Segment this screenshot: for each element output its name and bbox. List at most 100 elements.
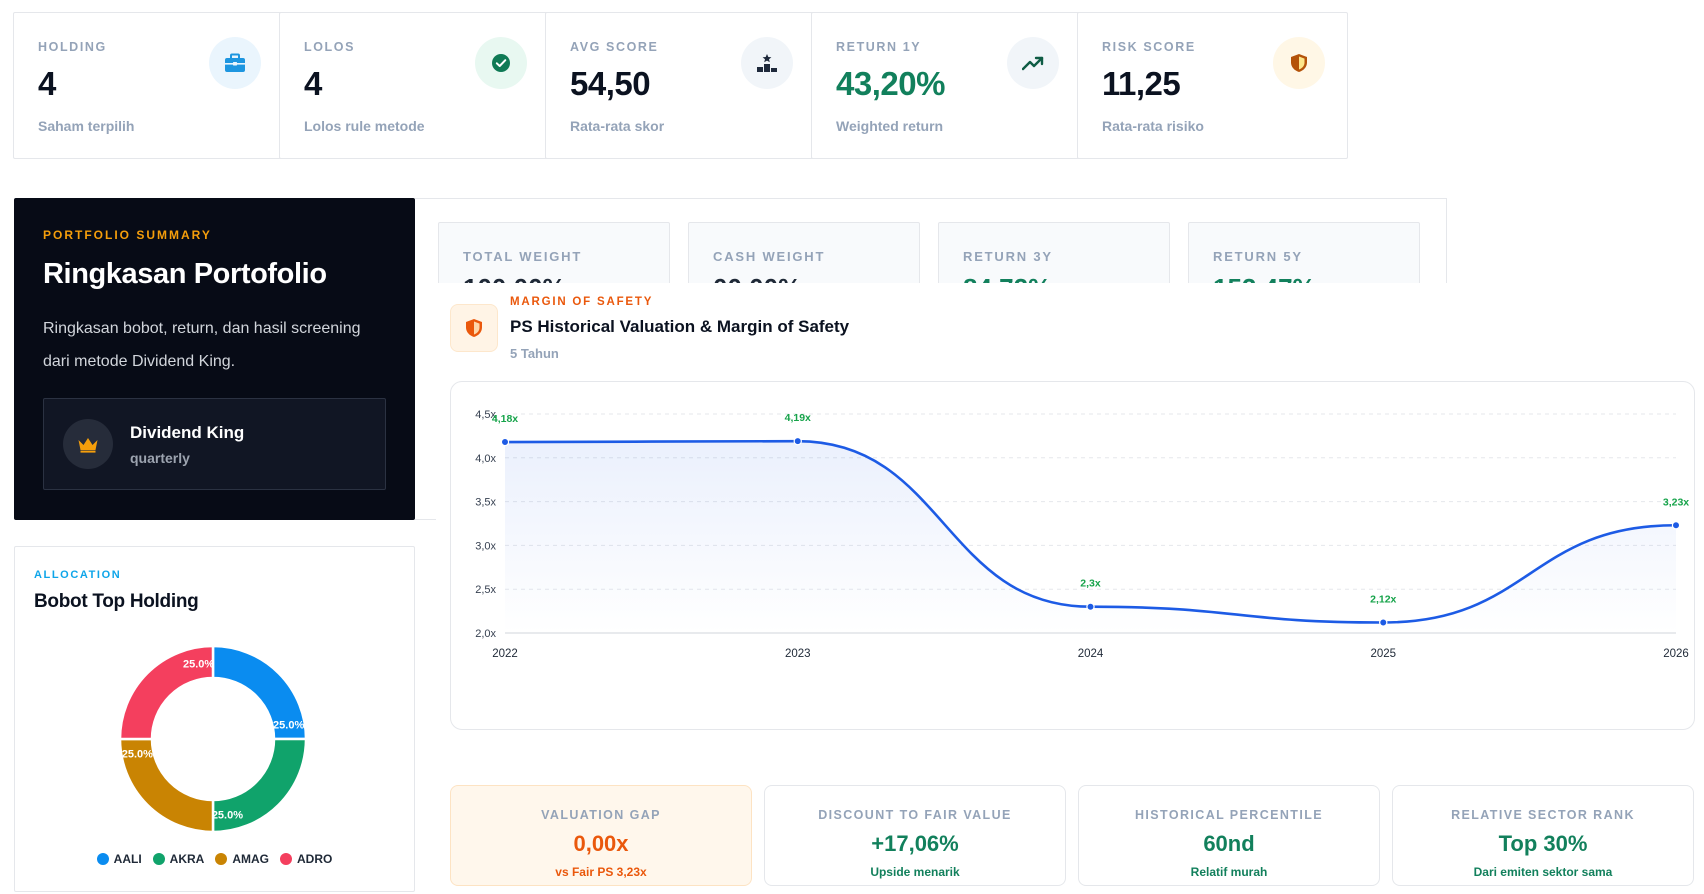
method-badge[interactable]: Dividend King quarterly [43,398,386,490]
legend-item-akra[interactable]: AKRA [152,852,205,866]
kpi-label: AVG SCORE [570,40,659,54]
legend-label: AKRA [169,852,205,866]
metric-label: VALUATION GAP [541,808,661,822]
kpi-value: 4 [304,65,322,102]
legend-swatch [96,853,109,865]
x-tick-label: 2022 [492,648,518,660]
metric-relative-sector-rank: RELATIVE SECTOR RANK Top 30% Dari emiten… [1392,785,1694,886]
briefcase-icon [209,37,261,89]
stat-label: TOTAL WEIGHT [463,249,583,264]
y-tick-label: 3,0x [475,540,496,552]
metric-label: DISCOUNT TO FAIR VALUE [818,808,1012,822]
check-circle-icon [475,37,527,89]
podium-icon [741,37,793,89]
kpi-card-holding: HOLDING 4 Saham terpilih [13,12,284,159]
metric-note: Dari emiten sektor sama [1473,865,1613,879]
legend-swatch [280,853,292,865]
x-tick-label: 2026 [1663,648,1689,660]
data-label: 2,12x [1370,593,1396,605]
donut-slice-label: 25.0% [212,810,243,822]
metric-value: +17,06% [871,831,959,856]
kpi-card-lolos: LOLOS 4 Lolos rule metode [279,12,550,159]
kpi-card-risk-score: RISK SCORE 11,25 Rata-rata risiko [1077,12,1348,159]
metric-value: 0,00x [573,831,629,856]
portfolio-summary-card: PORTFOLIO SUMMARY Ringkasan Portofolio R… [14,198,415,520]
y-tick-label: 4,5x [475,409,496,421]
data-point-2026[interactable] [1671,521,1681,530]
legend-swatch [215,853,228,865]
data-label: 4,19x [785,412,811,424]
x-tick-label: 2025 [1370,648,1396,660]
donut-slice-adro[interactable] [118,644,215,741]
allocation-card: ALLOCATION Bobot Top Holding 25.0% 25.0% 2… [14,546,415,892]
data-label: 2,3x [1080,578,1101,590]
data-point-2022[interactable] [500,437,510,447]
valuation-subtitle: 5 Tahun [510,346,559,361]
kpi-subtitle: Saham terpilih [38,118,135,134]
metric-historical-percentile: HISTORICAL PERCENTILE 60nd Relatif murah [1078,785,1380,886]
kpi-label: LOLOS [304,40,356,54]
stat-label: RETURN 3Y [963,249,1053,264]
kpi-value: 4 [38,65,56,102]
x-tick-label: 2024 [1078,648,1104,660]
legend-label: AMAG [232,852,269,866]
shield-icon [1273,37,1325,89]
kpi-value: 43,20% [836,65,945,102]
allocation-legend: AALI AKRA AMAG ADRO [15,852,414,866]
legend-swatch [152,853,165,865]
y-tick-label: 2,5x [475,584,496,596]
x-tick-label: 2023 [785,648,811,660]
donut-slice-label: 25.0% [122,748,153,760]
kpi-value: 11,25 [1102,65,1181,102]
metric-note: vs Fair PS 3,23x [555,865,647,879]
kpi-card-return-1y: RETURN 1Y 43,20% Weighted return [811,12,1082,159]
kpi-subtitle: Rata-rata risiko [1102,118,1204,134]
ps-history-line-chart: 2,0x 2,5x 3,0x 3,5x 4,0x 4,5x 2022 2023 2024 2025… [475,409,1689,660]
data-label: 4,18x [492,413,518,425]
valuation-panel: MARGIN OF SAFETY PS Historical Valuation… [436,283,1704,894]
data-point-2025[interactable] [1379,618,1388,627]
legend-item-amag[interactable]: AMAG [215,852,269,866]
summary-description: Ringkasan bobot, return, dan hasil scree… [43,320,361,370]
metric-note: Relatif murah [1190,865,1268,879]
legend-item-aali[interactable]: AALI [96,852,142,866]
metric-discount-fair-value: DISCOUNT TO FAIR VALUE +17,06% Upside me… [764,785,1066,886]
y-tick-label: 4,0x [475,453,496,465]
y-tick-label: 3,5x [475,497,496,509]
metric-note: Upside menarik [870,865,960,879]
metric-valuation-gap: VALUATION GAP 0,00x vs Fair PS 3,23x [450,785,752,886]
data-label: 3,23x [1663,496,1689,508]
data-point-2023[interactable] [793,436,802,446]
crown-icon [63,419,113,469]
valuation-title: PS Historical Valuation & Margin of Safe… [510,317,850,336]
metric-value: 60nd [1203,831,1255,856]
metric-label: RELATIVE SECTOR RANK [1451,808,1635,822]
method-frequency: quarterly [130,450,190,466]
data-point-2024[interactable] [1086,602,1095,611]
summary-eyebrow: PORTFOLIO SUMMARY [43,228,212,242]
kpi-label: RETURN 1Y [836,40,922,54]
donut-slice-label: 25.0% [273,720,304,732]
legend-item-adro[interactable]: ADRO [280,852,332,866]
y-tick-label: 2,0x [475,628,496,640]
donut-slice-label: 25.0% [183,658,214,670]
kpi-subtitle: Rata-rata skor [570,118,665,134]
ps-history-chart-card: 2,0x 2,5x 3,0x 3,5x 4,0x 4,5x 2022 2023 2024 2025… [450,381,1695,730]
line-area-fill [505,441,1676,633]
kpi-subtitle: Weighted return [836,118,944,134]
allocation-title: Bobot Top Holding [34,591,199,612]
metric-label: HISTORICAL PERCENTILE [1135,808,1323,822]
stat-label: CASH WEIGHT [713,249,826,264]
valuation-eyebrow: MARGIN OF SAFETY [510,296,654,308]
allocation-eyebrow: ALLOCATION [34,569,122,581]
kpi-card-avg-score: AVG SCORE 54,50 Rata-rata skor [545,12,816,159]
kpi-label: RISK SCORE [1102,40,1196,54]
trending-up-icon [1007,37,1059,89]
kpi-label: HOLDING [38,40,107,54]
kpi-value: 54,50 [570,65,651,102]
legend-label: ADRO [297,852,333,866]
summary-title: Ringkasan Portofolio [43,258,327,290]
legend-label: AALI [113,852,142,866]
shield-icon [450,304,498,352]
stat-label: RETURN 5Y [1213,249,1303,264]
